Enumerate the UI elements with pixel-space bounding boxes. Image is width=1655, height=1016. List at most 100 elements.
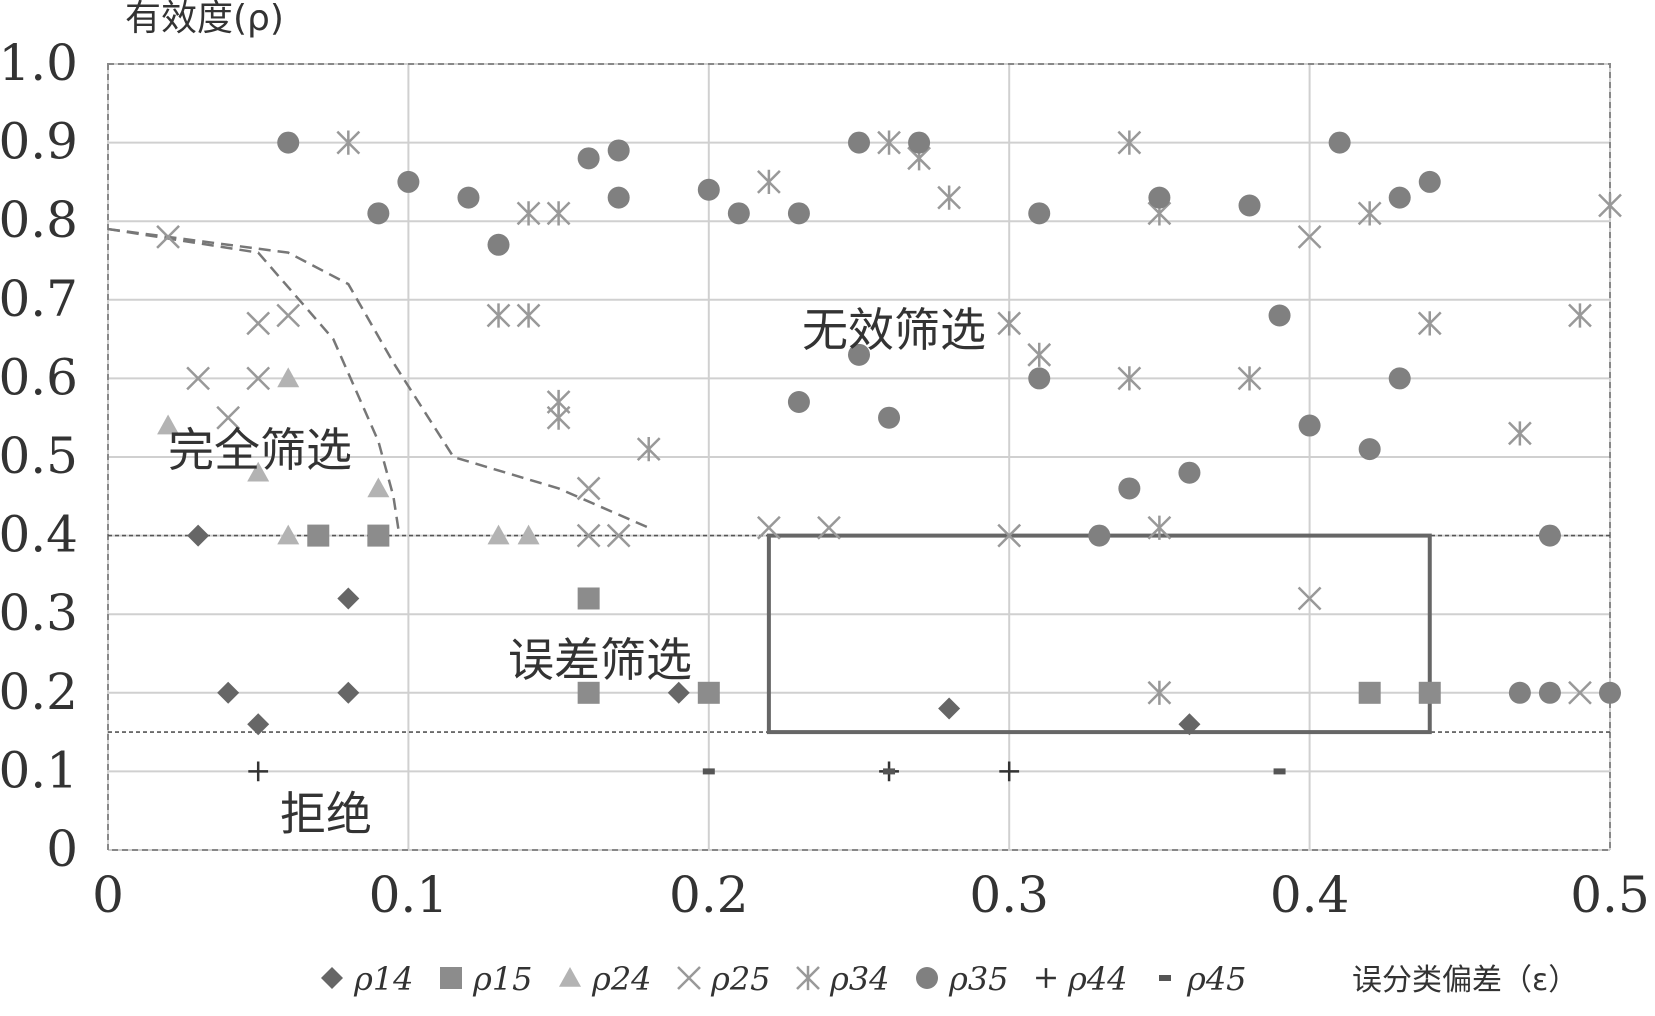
data-point-ρ14 xyxy=(247,713,270,736)
data-point-ρ35 xyxy=(1388,186,1411,209)
data-point-ρ35 xyxy=(1028,367,1051,390)
legend-marker xyxy=(440,967,462,989)
legend-marker xyxy=(1159,975,1171,981)
data-point-ρ34 xyxy=(636,437,661,462)
data-point-ρ14 xyxy=(1178,713,1201,736)
legend: ρ14 ρ15 ρ24 ρ25 ρ34 ρ35 ρ44 ρ45 xyxy=(321,960,1247,998)
legend-label: ρ15 xyxy=(472,960,533,998)
data-point-ρ14 xyxy=(187,524,210,547)
x-tick-label: 0.5 xyxy=(1570,866,1650,924)
data-point-ρ34 xyxy=(1147,515,1172,540)
region-label-complete: 完全筛选 xyxy=(168,423,352,477)
data-point-ρ35 xyxy=(607,186,630,209)
boundary-curve xyxy=(107,227,650,529)
data-point-ρ34 xyxy=(1117,366,1142,391)
data-point-ρ25 xyxy=(246,366,271,391)
data-point-ρ34 xyxy=(336,130,361,155)
data-point-ρ35 xyxy=(848,343,870,366)
data-point-ρ34 xyxy=(937,185,962,210)
data-point-ρ24 xyxy=(517,524,540,545)
data-point-ρ35 xyxy=(577,147,600,170)
data-point-ρ14 xyxy=(337,587,360,610)
y-tick-label: 0.7 xyxy=(0,270,78,328)
y-tick-label: 0 xyxy=(46,820,78,878)
data-point-ρ34 xyxy=(1117,130,1142,155)
data-point-ρ25 xyxy=(1297,225,1322,249)
data-point-ρ35 xyxy=(1418,170,1441,193)
region-label-reject: 拒绝 xyxy=(280,787,372,841)
data-point-ρ34 xyxy=(1417,311,1442,336)
data-point-ρ15 xyxy=(1418,681,1441,704)
data-point-ρ34 xyxy=(1507,421,1532,446)
boundary-curve xyxy=(107,227,401,536)
legend-marker xyxy=(677,966,701,990)
data-point-ρ34 xyxy=(486,303,511,328)
data-point-ρ35 xyxy=(397,170,420,193)
y-tick-label: 0.4 xyxy=(0,506,78,564)
legend-label: ρ24 xyxy=(591,960,652,998)
data-point-ρ34 xyxy=(877,130,901,155)
data-point-ρ35 xyxy=(1599,681,1621,704)
data-point-ρ24 xyxy=(157,414,180,435)
data-point-ρ35 xyxy=(787,390,810,413)
legend-marker xyxy=(796,965,820,991)
data-point-ρ35 xyxy=(1508,681,1531,704)
data-point-ρ35 xyxy=(1538,681,1561,704)
data-point-ρ25 xyxy=(756,515,781,540)
data-point-ρ25 xyxy=(156,225,180,249)
data-point-ρ35 xyxy=(487,233,510,256)
data-point-ρ15 xyxy=(367,524,390,547)
data-point-ρ44 xyxy=(999,761,1020,782)
region-label-invalid: 无效筛选 xyxy=(802,303,986,357)
data-point-ρ25 xyxy=(576,476,601,501)
data-point-ρ34 xyxy=(1027,342,1052,367)
data-point-ρ35 xyxy=(1358,438,1381,461)
data-point-ρ34 xyxy=(546,405,571,430)
data-point-ρ25 xyxy=(817,515,841,540)
data-point-ρ25 xyxy=(216,405,241,430)
data-point-ρ35 xyxy=(1388,367,1411,390)
data-point-ρ25 xyxy=(606,523,631,548)
data-point-ρ35 xyxy=(1538,524,1561,547)
data-point-ρ14 xyxy=(667,681,690,704)
y-tick-label: 0.2 xyxy=(0,663,78,721)
data-point-ρ15 xyxy=(697,681,720,704)
data-point-ρ34 xyxy=(546,201,571,226)
y-tick-label: 0.6 xyxy=(0,348,78,406)
region-label-error: 误差筛选 xyxy=(508,633,692,687)
data-point-ρ25 xyxy=(246,311,271,336)
error-region-box xyxy=(766,533,1432,735)
legend-marker xyxy=(559,967,581,987)
data-point-ρ34 xyxy=(1357,201,1382,226)
data-point-ρ35 xyxy=(1088,524,1111,547)
tick-labels: 0 0.1 0.2 0.3 0.4 0.5 0.6 0.7 0.8 0.9 1.0 0 0.1 0.2 0.… xyxy=(0,34,1650,924)
data-point-ρ15 xyxy=(307,524,330,547)
data-point-ρ14 xyxy=(337,681,360,704)
x-tick-label: 0.2 xyxy=(669,866,749,924)
data-point-ρ45 xyxy=(883,768,896,775)
data-point-ρ24 xyxy=(487,524,510,545)
y-tick-label: 0.5 xyxy=(0,427,78,485)
data-point-ρ25 xyxy=(186,366,211,391)
data-point-ρ25 xyxy=(1568,680,1592,705)
legend-label: ρ44 xyxy=(1067,960,1128,998)
data-point-ρ35 xyxy=(697,178,720,201)
data-point-ρ35 xyxy=(908,131,931,154)
data-point-ρ34 xyxy=(1568,303,1592,328)
data-point-ρ35 xyxy=(1328,131,1351,154)
data-point-ρ35 xyxy=(277,131,300,154)
data-point-ρ15 xyxy=(577,681,600,704)
data-point-ρ15 xyxy=(1358,681,1381,704)
data-point-ρ35 xyxy=(727,202,750,225)
data-point-ρ44 xyxy=(248,761,269,782)
x-tick-label: 0 xyxy=(92,866,124,924)
legend-marker xyxy=(321,967,343,989)
data-point-ρ35 xyxy=(787,202,810,225)
data-point-ρ34 xyxy=(1598,193,1622,218)
data-point-ρ35 xyxy=(607,139,630,162)
legend-label: ρ14 xyxy=(353,960,414,998)
y-tick-label: 1.0 xyxy=(0,34,78,92)
data-point-ρ24 xyxy=(277,367,300,388)
plot-frame xyxy=(107,63,1611,851)
